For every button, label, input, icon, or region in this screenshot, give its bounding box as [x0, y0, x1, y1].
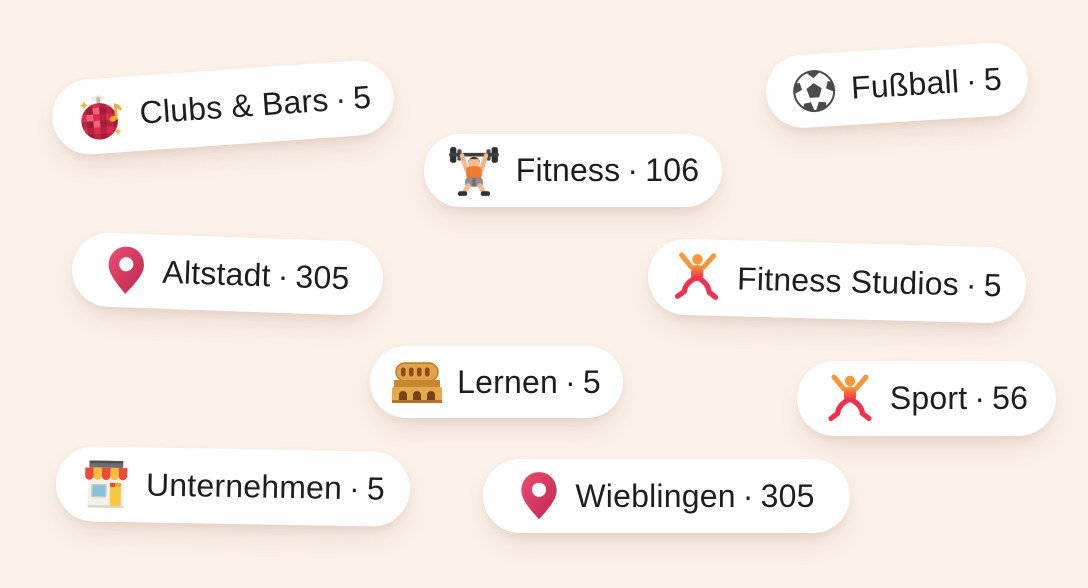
store-icon — [81, 459, 132, 510]
tag-label: Fitness — [515, 152, 621, 188]
tag-count: 5 — [582, 363, 601, 400]
tag-label: Sport — [889, 380, 968, 416]
tag-count: 56 — [992, 380, 1029, 416]
tag-separator: · — [334, 80, 348, 118]
tag-count: 5 — [351, 78, 373, 116]
tag-label: Lernen — [457, 363, 558, 400]
weightlifter-icon — [447, 144, 501, 198]
tag-chip-fussball[interactable]: Fußball · 5 — [764, 41, 1030, 130]
soccer-ball-icon — [791, 67, 838, 114]
tag-label: Fitness Studios — [736, 259, 960, 302]
tag-count: 106 — [645, 152, 700, 188]
tag-separator: · — [965, 265, 978, 303]
tag-label: Altstadt — [161, 253, 272, 293]
tag-chip-lernen[interactable]: Lernen · 5 — [370, 346, 623, 418]
tag-separator: · — [964, 62, 978, 99]
tag-label: Wieblingen — [575, 477, 736, 514]
tag-separator: · — [564, 363, 576, 400]
tag-separator: · — [742, 477, 754, 514]
tag-chip-altstadt[interactable]: Altstadt · 305 — [70, 231, 385, 317]
tag-chip-fitness[interactable]: Fitness · 106 — [424, 134, 722, 207]
tag-label: Clubs & Bars — [138, 81, 330, 131]
disco-ball-icon — [73, 89, 126, 142]
colosseum-icon — [392, 361, 443, 403]
tag-label: Unternehmen — [145, 466, 343, 506]
tag-count: 305 — [294, 257, 351, 296]
jumping-person-icon — [672, 251, 723, 304]
tag-separator: · — [627, 152, 639, 188]
tag-chip-unternehmen[interactable]: Unternehmen · 5 — [55, 445, 411, 528]
tag-count: 5 — [983, 266, 1003, 303]
tag-count: 5 — [982, 60, 1003, 98]
tag-chip-wieblingen[interactable]: Wieblingen · 305 — [483, 459, 850, 533]
location-pin-icon — [518, 471, 560, 521]
jumping-person-icon — [825, 373, 875, 425]
tag-chip-sport[interactable]: Sport · 56 — [797, 361, 1056, 436]
tag-count: 305 — [760, 477, 815, 514]
tag-chip-clubs-bars[interactable]: Clubs & Bars · 5 — [49, 58, 397, 157]
tag-label: Fußball — [849, 63, 961, 106]
tag-separator: · — [974, 380, 986, 416]
tag-count: 5 — [366, 470, 386, 507]
tag-separator: · — [277, 257, 290, 294]
tag-separator: · — [348, 470, 361, 507]
location-pin-icon — [105, 245, 149, 296]
tag-chip-fitness-studios[interactable]: Fitness Studios · 5 — [647, 238, 1027, 324]
